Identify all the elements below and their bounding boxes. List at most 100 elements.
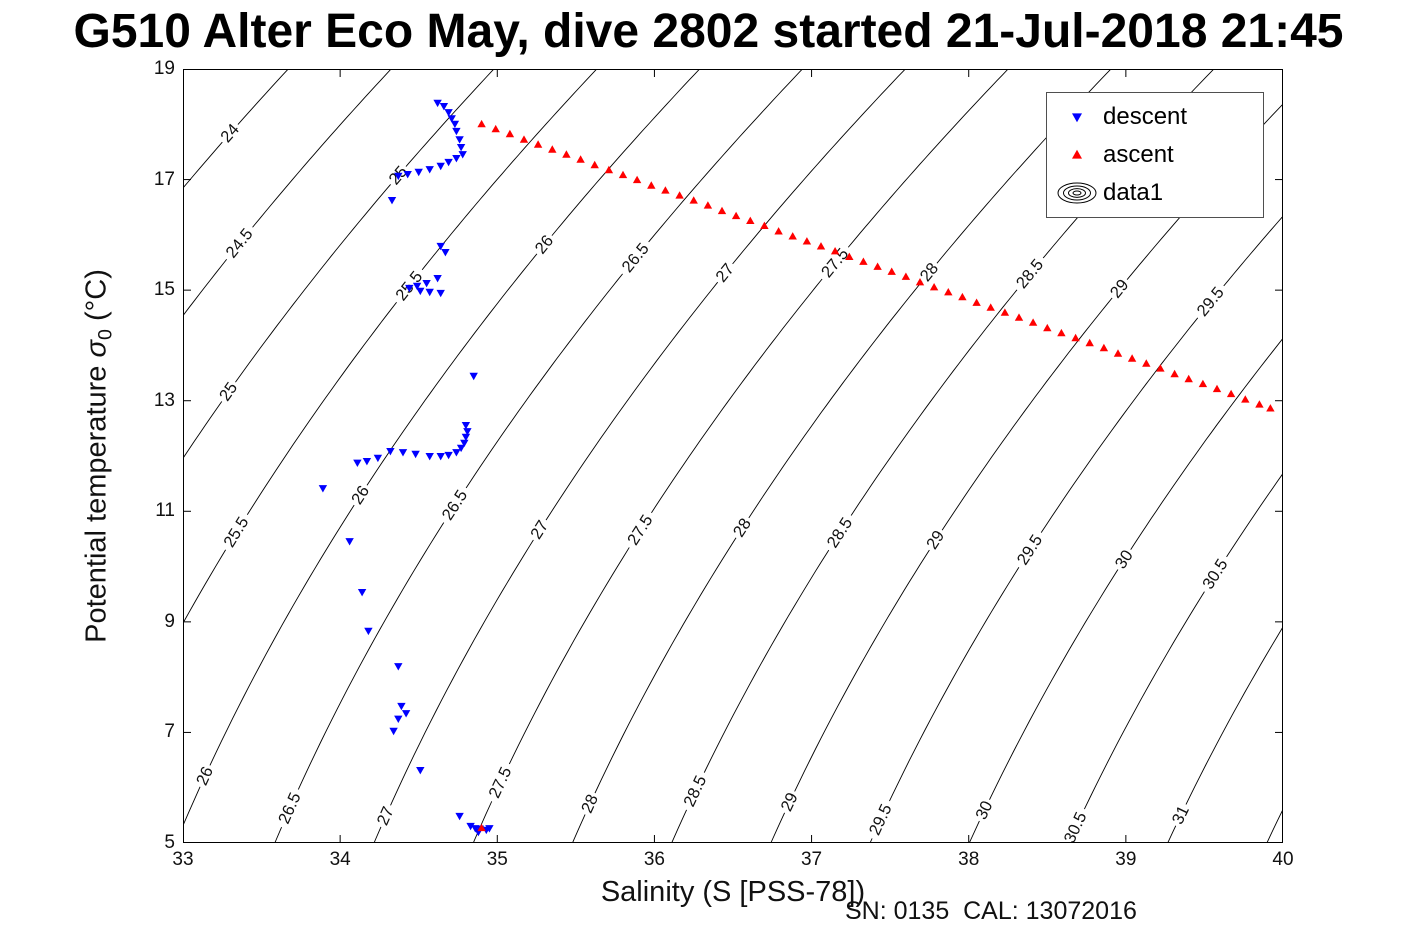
ascent-marker (830, 247, 840, 255)
ascent-marker (859, 257, 868, 265)
x-tick-label: 34 (329, 849, 351, 870)
legend-item-ascent: ascent (1047, 136, 1263, 174)
ascent-marker (1184, 374, 1193, 383)
x-tick-label: 39 (1115, 849, 1137, 870)
ascent-marker (731, 211, 741, 220)
contour-label: 28.5 (1009, 251, 1051, 296)
ascent-marker (1113, 349, 1123, 357)
x-tick-label: 37 (800, 849, 823, 870)
series-ascent (477, 119, 1275, 832)
ascent-marker (632, 175, 642, 184)
contour-label: 25 (214, 376, 244, 407)
contour-label: 26.5 (615, 235, 656, 280)
y-tick-label: 7 (164, 721, 175, 743)
legend-label-data1: data1 (1103, 179, 1164, 206)
contour-line-29.5 (869, 215, 1283, 843)
contour-line-30.5 (1067, 473, 1283, 843)
ascent-marker (1266, 404, 1275, 412)
contour-label: 29 (1104, 273, 1135, 304)
descent-marker (456, 444, 466, 453)
ascent-marker (477, 119, 486, 128)
x-tick-label: 38 (958, 849, 980, 870)
descent-marker (414, 168, 423, 177)
contour-label: 24.5 (219, 221, 260, 266)
contour-line-28 (571, 69, 1112, 843)
ascent-marker (845, 252, 854, 260)
descent-marker (433, 99, 442, 108)
y-axis-label-text: Potential temperature (80, 357, 113, 643)
ascent-marker (1085, 338, 1094, 347)
descent-marker (397, 702, 406, 711)
descent-marker (403, 171, 412, 179)
descent-marker (386, 448, 395, 456)
descent-marker (444, 109, 453, 117)
ascent-marker (505, 129, 515, 138)
contour-label: 26 (191, 761, 219, 791)
ascent-marker (590, 160, 599, 169)
descent-marker (436, 453, 445, 461)
ascent-marker (1241, 395, 1250, 403)
ascent-marker (1142, 359, 1151, 367)
serial-cal-annotation: SN: 0135 CAL: 13072016 (845, 897, 1137, 925)
y-axis-tick-labels: 5 7 9 11 13 15 17 19 (118, 58, 175, 853)
ascent-marker (986, 303, 995, 311)
ascent-marker (802, 237, 812, 245)
ascent-marker (774, 227, 783, 235)
contour-label-text: 27 (527, 517, 552, 542)
ascent-marker (1127, 354, 1137, 362)
ascent-marker (1198, 379, 1208, 388)
descent-marker (422, 280, 431, 288)
legend-marker-descent (1072, 113, 1082, 123)
ascent-marker (1014, 313, 1024, 321)
descent-marker (455, 812, 464, 821)
ascent-marker (562, 150, 571, 158)
ascent-marker (661, 186, 670, 194)
contour-labels: 2424.52525.52626.52727.52828.52929.52525… (191, 118, 1235, 843)
contour-label: 30.5 (1196, 551, 1235, 597)
descent-marker (485, 825, 494, 833)
y-tick-label: 5 (164, 832, 175, 853)
ascent-marker (1000, 308, 1010, 316)
ascent-marker (816, 242, 826, 250)
contour-label: 28 (576, 789, 604, 819)
descent-marker (353, 459, 362, 467)
descent-marker (394, 715, 403, 723)
descent-marker (456, 144, 466, 152)
descent-marker (444, 451, 453, 460)
y-axis-label: Potential temperature σ0 (°C) (81, 269, 118, 643)
descent-marker (373, 454, 383, 463)
y-tick-label: 15 (153, 279, 175, 301)
ascent-marker (618, 170, 628, 179)
contour-label-text: 24 (217, 120, 243, 146)
legend-marker-ascent (1072, 149, 1082, 159)
descent-marker (416, 287, 425, 296)
ascent-marker (873, 262, 882, 270)
contour-label: 27 (525, 514, 555, 546)
ascent-marker (1043, 323, 1052, 332)
descent-marker (452, 155, 461, 163)
tick-marks (183, 69, 1283, 843)
legend: descent ascent data1 (1046, 92, 1264, 218)
descent-marker (433, 275, 442, 283)
axes-box (183, 69, 1283, 843)
descent-marker (452, 449, 461, 457)
ascent-marker (929, 283, 939, 291)
legend-label-ascent: ascent (1103, 141, 1174, 168)
ascent-marker (491, 124, 500, 133)
contour-label: 27.5 (483, 759, 518, 806)
contour-label: 26.5 (435, 482, 475, 528)
x-tick-label: 35 (486, 849, 508, 870)
descent-marker (345, 538, 354, 546)
ascent-marker (519, 135, 529, 143)
contour-line-27.5 (472, 69, 1009, 843)
legend-marker-contour-rings-icon (1057, 182, 1097, 204)
contour-label: 29 (775, 787, 804, 817)
descent-marker (394, 663, 403, 671)
ascent-marker (958, 292, 967, 301)
y-tick-label: 11 (155, 500, 175, 522)
legend-label-descent: descent (1103, 103, 1188, 130)
descent-marker (436, 242, 445, 251)
ascent-marker (915, 278, 925, 286)
descent-marker (416, 767, 425, 775)
contour-label: 28.5 (820, 510, 860, 556)
